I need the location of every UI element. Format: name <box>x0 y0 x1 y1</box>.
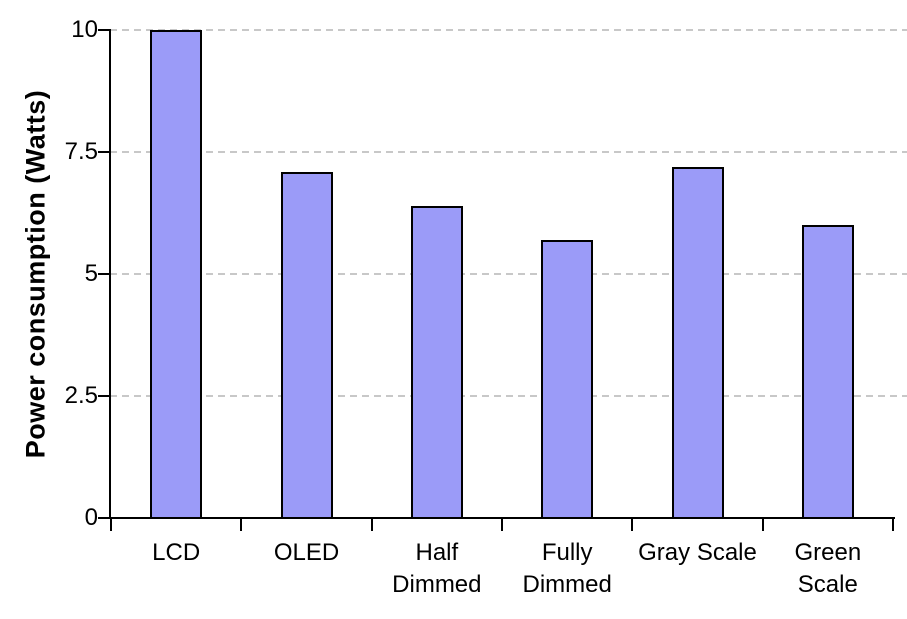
bar-fully-dimmed <box>541 239 594 518</box>
y-axis-tick <box>98 517 109 519</box>
y-tick-label: 5 <box>84 260 98 287</box>
x-category-label: Green Scale <box>794 539 862 598</box>
x-category-label: OLED <box>273 539 340 566</box>
x-axis-tick <box>892 518 894 531</box>
y-axis-tick <box>98 151 109 153</box>
y-axis-tick <box>98 29 109 31</box>
y-axis-tick <box>98 395 109 397</box>
gridline <box>110 273 907 275</box>
x-category-label: Half Dimmed <box>392 539 482 598</box>
y-tick-label: 2.5 <box>64 382 98 409</box>
y-tick-label: 0 <box>84 504 98 531</box>
x-axis-tick <box>110 518 112 531</box>
x-category-label: Gray Scale <box>638 539 757 566</box>
gridline <box>110 151 907 153</box>
x-axis-tick <box>370 518 373 531</box>
gridline <box>110 395 907 397</box>
x-category-label: LCD <box>152 539 201 566</box>
bar-lcd <box>150 30 203 518</box>
x-axis-tick <box>240 518 243 531</box>
y-tick-label: 7.5 <box>64 138 98 165</box>
x-axis-tick <box>761 518 764 531</box>
x-category-label: Fully Dimmed <box>522 539 612 598</box>
bar-oled <box>280 171 333 518</box>
bar-gray-scale <box>671 166 724 518</box>
y-tick-label: 10 <box>71 16 98 43</box>
y-axis-tick <box>98 273 109 275</box>
x-axis-tick <box>631 518 634 531</box>
bar-half-dimmed <box>410 205 463 518</box>
x-axis-tick <box>501 518 503 531</box>
gridline <box>110 29 907 31</box>
y-axis-line <box>109 29 111 519</box>
bar-green-scale <box>801 225 854 518</box>
